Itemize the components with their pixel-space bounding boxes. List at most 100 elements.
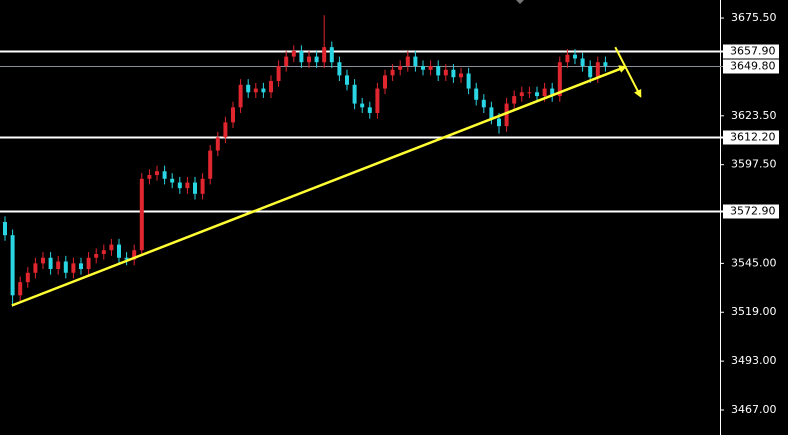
- candle-body: [124, 257, 129, 260]
- candle-body: [177, 182, 182, 189]
- candle-body: [71, 263, 76, 273]
- level-label-box: [723, 44, 779, 59]
- candle-body: [352, 84, 357, 104]
- candle-body: [588, 65, 593, 78]
- candle-body: [443, 69, 448, 76]
- candle-body: [261, 88, 266, 93]
- candle-body: [276, 65, 281, 82]
- candle-body: [451, 69, 456, 78]
- candle-body: [10, 235, 15, 296]
- candle-body: [170, 178, 175, 183]
- candle-body: [466, 73, 471, 89]
- y-tick-label: 3675.50: [731, 11, 777, 24]
- candle-body: [56, 261, 61, 270]
- candle-body: [299, 50, 304, 63]
- candle-body: [360, 103, 365, 108]
- candle-body: [291, 50, 296, 57]
- candle-body: [565, 54, 570, 63]
- candle-body: [101, 250, 106, 254]
- candle-body: [223, 122, 228, 138]
- candle-body: [41, 257, 45, 264]
- candle-body: [79, 263, 83, 270]
- candle-body: [519, 92, 524, 97]
- candle-body: [132, 250, 137, 260]
- candle-body: [367, 107, 372, 113]
- trend-line: [614, 46, 642, 98]
- candle-body: [231, 107, 235, 123]
- candle-body: [421, 65, 425, 70]
- candle-body: [489, 107, 494, 119]
- level-label-box: [723, 130, 779, 145]
- candle-body: [109, 244, 114, 251]
- candle-body: [117, 244, 121, 258]
- candle-body: [542, 88, 547, 97]
- candle-body: [269, 81, 273, 93]
- y-tick-label: 3493.00: [731, 354, 777, 367]
- candle-body: [139, 178, 144, 251]
- candle-body: [550, 88, 555, 97]
- candle-body: [535, 92, 539, 97]
- candle-body: [246, 84, 251, 93]
- candle-body: [383, 75, 387, 89]
- candle-body: [436, 65, 441, 76]
- candle-body: [162, 171, 167, 179]
- candle-body: [512, 96, 517, 104]
- candle-body: [238, 84, 243, 108]
- candle-body: [345, 75, 349, 85]
- y-tick-label: 3623.50: [731, 109, 777, 122]
- candle-body: [86, 257, 91, 270]
- candle-body: [504, 103, 509, 127]
- candle-body: [474, 88, 479, 100]
- y-tick-label: 3519.00: [731, 305, 777, 318]
- candle-body: [155, 171, 159, 176]
- candle-body: [215, 137, 220, 151]
- candle-body: [527, 92, 532, 94]
- candle-body: [314, 56, 319, 63]
- candle-body: [329, 47, 334, 63]
- level-label-box: [723, 204, 779, 219]
- candle-body: [580, 58, 585, 66]
- candle-body: [375, 88, 380, 113]
- candle-body: [337, 62, 342, 76]
- y-tick-label: 3467.00: [731, 403, 777, 416]
- candle-body: [63, 261, 68, 273]
- candle-body: [595, 62, 600, 78]
- candle-body: [253, 88, 258, 93]
- level-label: 3657.90: [730, 45, 776, 58]
- candle-body: [557, 62, 562, 97]
- level-label: 3612.20: [730, 131, 776, 144]
- candle-body: [185, 182, 190, 189]
- candle-body: [497, 118, 501, 127]
- level-label: 3649.80: [730, 60, 776, 73]
- candle-body: [405, 56, 410, 66]
- candle-body: [390, 69, 395, 76]
- candle-body: [603, 62, 608, 66]
- candle-body: [25, 272, 30, 283]
- candle-body: [18, 282, 23, 296]
- candle-body: [48, 257, 53, 270]
- candle-body: [147, 175, 152, 179]
- candle-body: [208, 150, 213, 179]
- y-tick-label: 3545.00: [731, 256, 777, 269]
- level-label-box: [723, 59, 779, 74]
- candle-body: [459, 73, 463, 78]
- candle-body: [284, 56, 289, 66]
- candle-body: [322, 47, 327, 63]
- candle-body: [193, 182, 197, 194]
- y-tick-label: 3597.50: [731, 158, 777, 171]
- level-label: 3572.90: [730, 205, 776, 218]
- candle-body: [573, 54, 577, 59]
- candle-body: [307, 56, 311, 63]
- trend-line: [11, 65, 628, 307]
- candle-body: [398, 65, 403, 70]
- candle-body: [200, 178, 205, 194]
- candle-body: [94, 253, 99, 258]
- shift-marker: [516, 0, 524, 4]
- candle-body: [3, 222, 7, 236]
- candle-body: [33, 263, 38, 273]
- candle-body: [428, 65, 433, 70]
- candle-body: [413, 56, 418, 66]
